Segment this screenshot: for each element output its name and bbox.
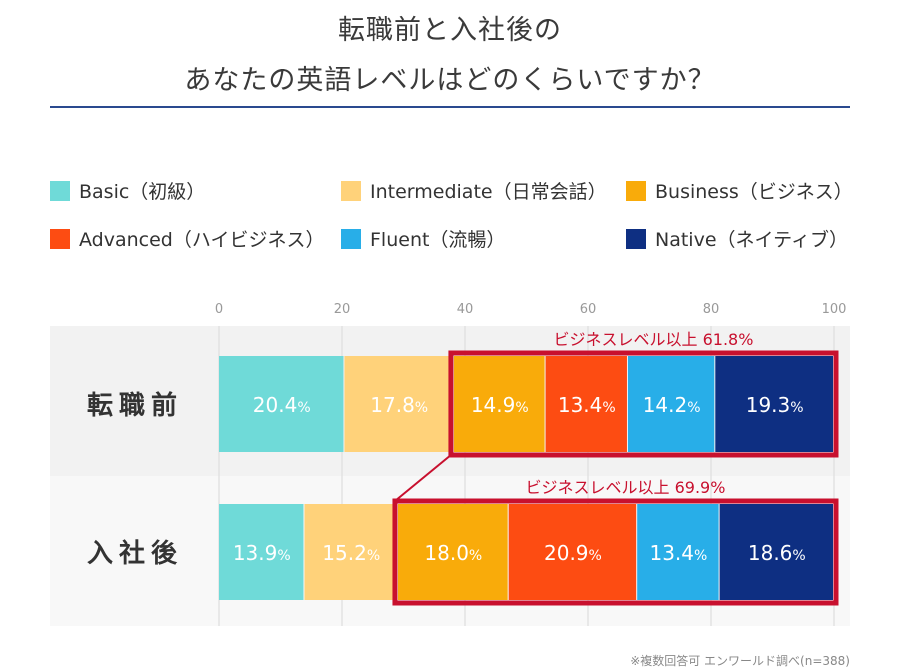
annotation-label: ビジネスレベル以上 61.8% bbox=[554, 330, 754, 349]
data-label: 14.9% bbox=[471, 393, 529, 417]
x-tick-label: 0 bbox=[215, 302, 223, 317]
legend-label: Advanced（ハイビジネス） bbox=[79, 229, 325, 251]
legend-item-fluent: Fluent（流暢） bbox=[341, 225, 505, 252]
bar-segment bbox=[637, 504, 719, 600]
x-tick-label: 80 bbox=[703, 302, 720, 317]
bar-segment bbox=[219, 356, 344, 452]
bar-segment bbox=[715, 356, 833, 452]
bar-segment bbox=[397, 504, 508, 600]
legend-label: Fluent（流暢） bbox=[370, 229, 506, 251]
legend-swatch bbox=[341, 228, 361, 249]
highlight-connector bbox=[394, 454, 452, 502]
data-label: 13.9% bbox=[233, 541, 291, 565]
bar-segment bbox=[219, 504, 304, 600]
legend-swatch bbox=[50, 180, 70, 201]
chart-title-line-2: あなたの英語レベルはどのくらいですか？ bbox=[184, 65, 716, 96]
legend-item-business: Business（ビジネス） bbox=[626, 177, 853, 204]
bar-segment bbox=[453, 356, 545, 452]
data-label: 15.2% bbox=[322, 541, 380, 565]
legend-label: Intermediate（日常会話） bbox=[370, 181, 607, 203]
bar-segment bbox=[304, 504, 397, 600]
legend-swatch bbox=[50, 228, 70, 249]
bar-segment bbox=[344, 356, 453, 452]
data-label: 17.8% bbox=[370, 393, 428, 417]
data-label: 13.4% bbox=[649, 541, 707, 565]
data-label: 18.0% bbox=[424, 541, 482, 565]
data-label: 13.4% bbox=[558, 393, 616, 417]
highlight-box bbox=[448, 350, 839, 458]
legend-swatch bbox=[341, 180, 361, 201]
source-note: ※複数回答可 エンワールド調べ(n=388) bbox=[630, 654, 850, 668]
legend-item-intermediate: Intermediate（日常会話） bbox=[341, 177, 607, 204]
highlight-box bbox=[392, 498, 839, 606]
legend-item-advanced: Advanced（ハイビジネス） bbox=[50, 225, 324, 252]
x-tick-label: 20 bbox=[334, 302, 351, 317]
bar-segment bbox=[545, 356, 627, 452]
data-label: 20.9% bbox=[544, 541, 602, 565]
data-label: 20.4% bbox=[253, 393, 311, 417]
data-label: 18.6% bbox=[748, 541, 806, 565]
x-tick-label: 100 bbox=[822, 302, 847, 317]
legend-item-native: Native（ネイティブ） bbox=[626, 225, 848, 252]
legend-swatch bbox=[626, 228, 646, 249]
annotation-label: ビジネスレベル以上 69.9% bbox=[526, 478, 726, 497]
category-label: 入社後 bbox=[87, 538, 183, 569]
category-label: 転職前 bbox=[87, 390, 183, 421]
legend-label: Native（ネイティブ） bbox=[655, 229, 848, 251]
x-tick-label: 60 bbox=[580, 302, 597, 317]
bar-segment bbox=[627, 356, 715, 452]
data-label: 19.3% bbox=[746, 393, 804, 417]
legend-item-basic: Basic（初級） bbox=[50, 177, 205, 204]
bar-segment bbox=[508, 504, 637, 600]
chart-title-line-1: 転職前と入社後の bbox=[338, 15, 562, 46]
legend-label: Basic（初級） bbox=[79, 181, 206, 203]
legend-label: Business（ビジネス） bbox=[655, 181, 853, 203]
data-label: 14.2% bbox=[643, 393, 701, 417]
x-tick-label: 40 bbox=[457, 302, 474, 317]
title-divider bbox=[50, 106, 850, 108]
bar-segment bbox=[719, 504, 833, 600]
legend-swatch bbox=[626, 180, 646, 201]
